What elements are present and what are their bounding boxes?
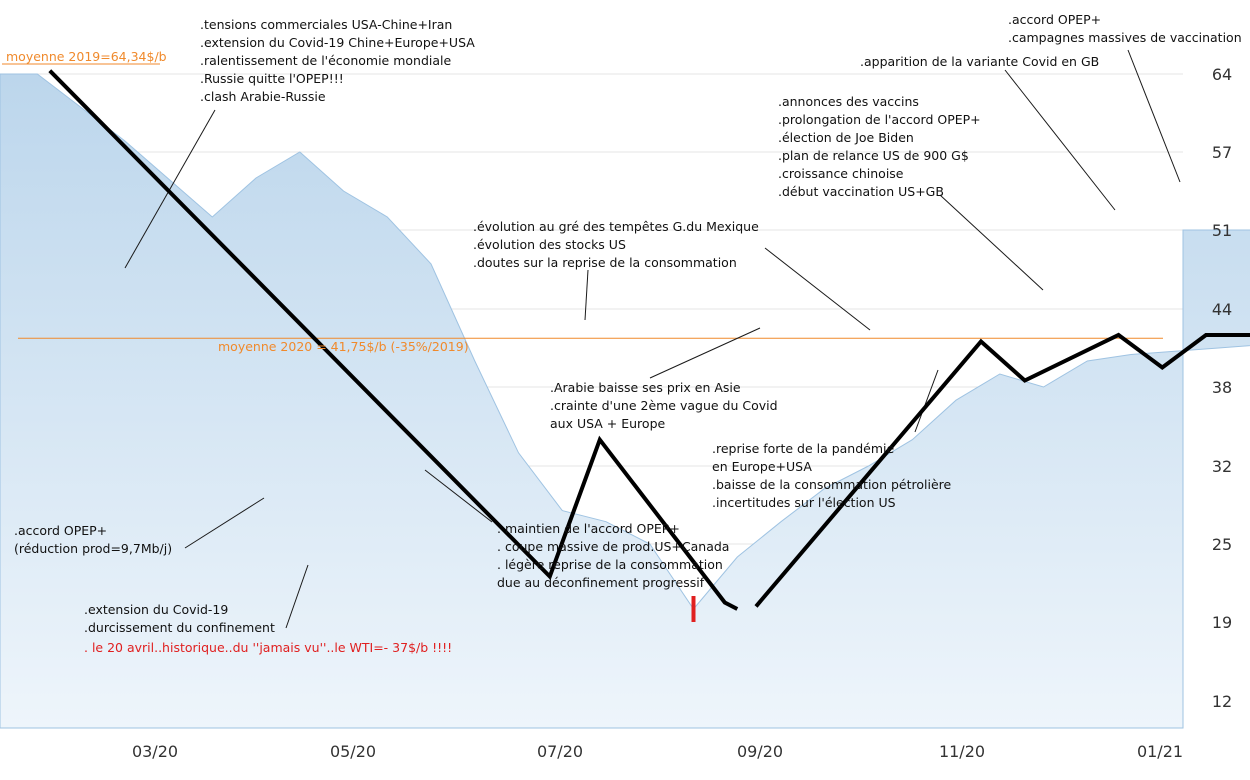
x-tick-label: 05/20	[330, 742, 376, 761]
x-axis: 03/20 05/20 07/20 09/20 11/20 01/21	[132, 742, 1183, 761]
annotation-a8-line-2: .élection de Joe Biden	[778, 130, 914, 145]
annotation-a8-line-4: .croissance chinoise	[778, 166, 904, 181]
y-tick-label: 19	[1212, 613, 1232, 632]
annotation-leader	[124, 109, 216, 269]
annotation-a5-line-1: .évolution des stocks US	[473, 237, 626, 252]
price-line-part-1	[48, 69, 739, 611]
annotation-a6-line-2: aux USA + Europe	[550, 416, 666, 431]
annotation-leader	[1004, 69, 1116, 211]
annotations: .tensions commerciales USA-Chine+Iran .ex…	[2, 12, 1242, 655]
annotation-leader	[914, 369, 939, 433]
annotation-leader	[584, 269, 589, 321]
price-series	[48, 69, 1250, 611]
area-fill	[0, 73, 1250, 729]
y-tick-label: 25	[1212, 535, 1232, 554]
x-tick-label: 11/20	[939, 742, 985, 761]
annotation-a1-line-4: .clash Arabie-Russie	[200, 89, 326, 104]
price-line-part-2	[754, 332, 1250, 608]
x-tick-label: 01/21	[1137, 742, 1183, 761]
annotation-a1-line-0: .tensions commerciales USA-Chine+Iran	[200, 17, 452, 32]
annotation-a8-line-3: .plan de relance US de 900 G$	[778, 148, 969, 163]
y-tick-label: 32	[1212, 457, 1232, 476]
annotation-leader	[764, 247, 871, 331]
annotation-a6-line-0: .Arabie baisse ses prix en Asie	[550, 380, 741, 395]
average-2020-label: moyenne 2020 = 41,75$/b (-35%/2019)	[218, 339, 469, 354]
annotation-leaders	[124, 49, 1181, 629]
y-tick-label: 57	[1212, 143, 1232, 162]
annotation-leader	[1127, 49, 1181, 183]
annotation-leader	[285, 564, 309, 629]
annotation-a3-line-0: .extension du Covid-19	[84, 602, 228, 617]
y-axis: 64 57 51 44 38 32 25 19 12	[1212, 65, 1232, 711]
y-tick-label: 44	[1212, 300, 1232, 319]
annotation-a9-line-0: .apparition de la variante Covid en GB	[860, 54, 1099, 69]
annotation-a2-line-0: .accord OPEP+	[14, 523, 107, 538]
annotation-a7-line-0: .reprise forte de la pandémie	[712, 441, 894, 456]
annotation-a7-line-2: .baisse de la consommation pétrolière	[712, 477, 952, 492]
annotation-a1-line-1: .extension du Covid-19 Chine+Europe+USA	[200, 35, 475, 50]
x-tick-label: 09/20	[737, 742, 783, 761]
annotation-a8-line-0: .annonces des vaccins	[778, 94, 919, 109]
annotation-a7-line-3: .incertitudes sur l'élection US	[712, 495, 896, 510]
annotation-a1-line-3: .Russie quitte l'OPEP!!!	[200, 71, 344, 86]
y-tick-label: 38	[1212, 378, 1232, 397]
x-tick-label: 07/20	[537, 742, 583, 761]
annotation-a3-line-1: .durcissement du confinement	[84, 620, 275, 635]
y-tick-label: 51	[1212, 221, 1232, 240]
annotation-a7-line-1: en Europe+USA	[712, 459, 812, 474]
annotation-a4-line-2: . légère reprise de la consommation	[497, 557, 723, 572]
y-tick-label: 64	[1212, 65, 1232, 84]
annotation-leader	[649, 327, 761, 379]
background-area	[0, 73, 1250, 729]
annotation-a6-line-1: .crainte d'une 2ème vague du Covid	[550, 398, 778, 413]
average-2019-label: moyenne 2019=64,34$/b	[6, 49, 167, 64]
annotation-a4-line-0: . maintien de l'accord OPEP+	[497, 521, 680, 536]
annotation-a2-line-1: (réduction prod=9,7Mb/j)	[14, 541, 172, 556]
annotation-leader	[184, 497, 265, 549]
annotation-a4-line-1: . coupe massive de prod.US+Canada	[497, 539, 729, 554]
annotation-a5-line-0: .évolution au gré des tempêtes G.du Mexi…	[473, 219, 759, 234]
annotation-a4-line-3: due au déconfinement progressif	[497, 575, 705, 590]
annotation-a3r-line-0: . le 20 avril..historique..du ''jamais v…	[84, 640, 452, 655]
y-tick-label: 12	[1212, 692, 1232, 711]
annotation-a10-line-0: .accord OPEP+	[1008, 12, 1101, 27]
annotation-a8-line-5: .début vaccination US+GB	[778, 184, 944, 199]
annotation-a1-line-2: .ralentissement de l'économie mondiale	[200, 53, 451, 68]
annotation-leader	[939, 194, 1044, 291]
x-tick-label: 03/20	[132, 742, 178, 761]
annotation-leader	[424, 469, 493, 523]
annotation-a10-line-1: .campagnes massives de vaccination	[1008, 30, 1242, 45]
annotation-a5-line-2: .doutes sur la reprise de la consommatio…	[473, 255, 737, 270]
annotation-a8-line-1: .prolongation de l'accord OPEP+	[778, 112, 981, 127]
